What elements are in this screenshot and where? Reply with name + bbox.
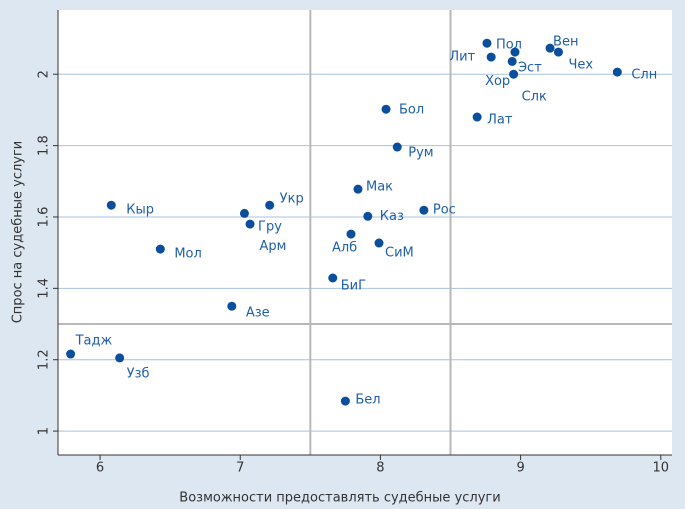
point	[227, 301, 237, 311]
point	[265, 200, 275, 210]
y-tick-label: 1.8	[37, 135, 52, 156]
point-label: Бол	[399, 103, 424, 118]
point-label: Рос	[433, 203, 456, 218]
point-label: Укр	[280, 192, 304, 207]
point	[239, 208, 249, 218]
point	[472, 112, 482, 122]
point-label: Каз	[380, 209, 404, 224]
point	[510, 47, 520, 57]
point	[328, 273, 338, 283]
point-label: Мак	[366, 180, 393, 195]
point-label: Вен	[553, 35, 578, 50]
point-label: Лит	[449, 50, 475, 65]
point-label: Арм	[259, 239, 286, 254]
point-label: БиГ	[341, 278, 366, 293]
point-label: Бел	[355, 393, 380, 408]
x-axis-label: Возможности предоставлять судебные услуг…	[179, 491, 500, 506]
point	[374, 238, 384, 248]
point	[340, 396, 350, 406]
point	[509, 69, 519, 79]
y-axis-label: Спрос на судебные услуги	[11, 141, 26, 324]
point-label: СиМ	[385, 246, 414, 261]
point-label: Лат	[487, 113, 513, 128]
y-tick-label: 1.2	[37, 349, 52, 370]
point	[363, 211, 373, 221]
point	[115, 353, 125, 363]
point-label: Рум	[408, 146, 433, 161]
y-tick-label: 1.4	[37, 278, 52, 299]
point-label: Мол	[174, 247, 201, 262]
point	[482, 38, 492, 48]
point	[612, 67, 622, 77]
x-tick-label: 8	[376, 461, 384, 476]
point	[507, 56, 517, 66]
point	[545, 43, 555, 53]
point-label: Хор	[485, 74, 510, 89]
point-label: Кыр	[126, 203, 154, 218]
y-tick-label: 2	[37, 70, 52, 78]
point	[486, 52, 496, 62]
point	[155, 244, 165, 254]
x-tick-label: 7	[236, 461, 244, 476]
point-label: Слк	[522, 90, 547, 105]
point-label: Узб	[127, 366, 150, 381]
point	[381, 104, 391, 114]
x-tick-label: 9	[516, 461, 524, 476]
y-tick-label: 1	[37, 427, 52, 435]
y-tick-label: 1.6	[37, 207, 52, 228]
point-label: Азе	[246, 306, 270, 321]
point-label: Тадж	[75, 334, 113, 349]
point-label: Гру	[258, 220, 282, 235]
point	[553, 47, 563, 57]
point	[353, 184, 363, 194]
point	[106, 200, 116, 210]
x-tick-label: 6	[96, 461, 104, 476]
point	[419, 205, 429, 215]
point	[66, 349, 76, 359]
point-label: Слн	[631, 68, 657, 83]
point	[245, 219, 255, 229]
plot-area	[58, 10, 672, 455]
point	[346, 229, 356, 239]
point-label: Алб	[332, 241, 357, 256]
point-label: Чех	[568, 58, 593, 73]
point-label: Эст	[518, 61, 542, 76]
x-tick-label: 10	[653, 461, 670, 476]
point	[392, 142, 402, 152]
